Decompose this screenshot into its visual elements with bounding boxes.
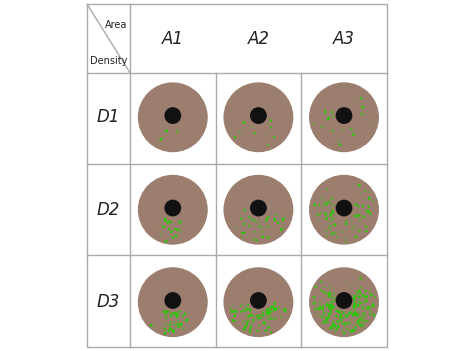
Circle shape — [337, 200, 352, 216]
Text: Density: Density — [90, 56, 127, 66]
Text: Area: Area — [105, 20, 128, 30]
Text: A2: A2 — [247, 29, 269, 47]
Text: D1: D1 — [97, 108, 120, 126]
Circle shape — [224, 176, 292, 244]
Circle shape — [224, 268, 292, 337]
Circle shape — [138, 83, 207, 152]
Circle shape — [251, 200, 266, 216]
Circle shape — [165, 200, 181, 216]
Circle shape — [138, 176, 207, 244]
Circle shape — [310, 83, 378, 152]
Circle shape — [251, 108, 266, 123]
Circle shape — [337, 108, 352, 123]
Text: A1: A1 — [162, 29, 184, 47]
Circle shape — [138, 268, 207, 337]
Circle shape — [337, 293, 352, 308]
Circle shape — [165, 108, 181, 123]
Text: D2: D2 — [97, 201, 120, 219]
Text: A3: A3 — [333, 29, 355, 47]
Text: D3: D3 — [97, 293, 120, 311]
Circle shape — [310, 268, 378, 337]
Circle shape — [165, 293, 181, 308]
Circle shape — [251, 293, 266, 308]
Circle shape — [224, 83, 292, 152]
Circle shape — [310, 176, 378, 244]
